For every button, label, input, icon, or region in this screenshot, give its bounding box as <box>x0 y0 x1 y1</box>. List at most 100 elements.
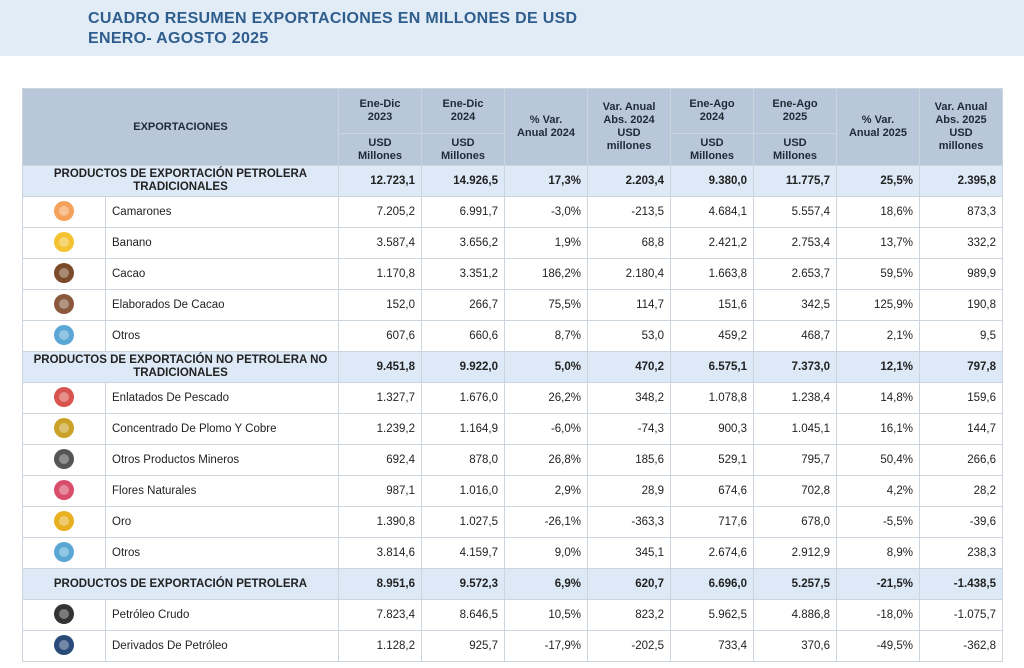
icon <box>54 510 74 531</box>
section-value: 797,8 <box>919 351 1003 383</box>
row-value: 2.653,7 <box>753 258 837 290</box>
row-value: 342,5 <box>753 289 837 321</box>
row-value: 4.159,7 <box>421 537 505 569</box>
row-value: 1.078,8 <box>670 382 754 414</box>
section-value: 620,7 <box>587 568 671 600</box>
data-row: Camarones 7.205,2 6.991,7 -3,0% -213,5 4.684,… <box>22 196 1003 228</box>
icon-cell <box>22 475 106 507</box>
data-row: Cacao 1.170,8 3.351,2 186,2% 2.180,4 1.663,8 2… <box>22 258 1003 290</box>
row-value: 2.912,9 <box>753 537 837 569</box>
row-value: 2.180,4 <box>587 258 671 290</box>
header-cell: % Var. Anual 2025 <box>836 88 920 166</box>
row-value: -362,8 <box>919 630 1003 662</box>
unit-cell: USD Millones <box>421 133 505 166</box>
data-row: Concentrado De Plomo Y Cobre 1.239,2 1.164… <box>22 413 1003 445</box>
data-row: Banano 3.587,4 3.656,2 1,9% 68,8 2.421,2 2.753… <box>22 227 1003 259</box>
row-name: Otros <box>105 320 339 352</box>
row-value: 50,4% <box>836 444 920 476</box>
row-value: 10,5% <box>504 599 588 631</box>
row-value: 4,2% <box>836 475 920 507</box>
row-value: 13,7% <box>836 227 920 259</box>
row-value: -74,3 <box>587 413 671 445</box>
icon <box>54 293 74 314</box>
section-value: 25,5% <box>836 165 920 197</box>
icon <box>54 541 74 562</box>
row-value: -3,0% <box>504 196 588 228</box>
section-value: 12,1% <box>836 351 920 383</box>
row-value: 266,7 <box>421 289 505 321</box>
row-value: -1.075,7 <box>919 599 1003 631</box>
row-value: 1.676,0 <box>421 382 505 414</box>
row-value: 26,2% <box>504 382 588 414</box>
data-row: Otros Productos Mineros 692,4 878,0 26,8% 18… <box>22 444 1003 476</box>
row-value: 989,9 <box>919 258 1003 290</box>
section-value: 5.257,5 <box>753 568 837 600</box>
row-value: 1.164,9 <box>421 413 505 445</box>
row-value: -17,9% <box>504 630 588 662</box>
row-value: 345,1 <box>587 537 671 569</box>
header-row: EXPORTACIONES Ene-Dic 2023 Ene-Dic 2024% V… <box>22 88 1003 166</box>
row-value: 468,7 <box>753 320 837 352</box>
title-band: CUADRO RESUMEN EXPORTACIONES EN MILLONES… <box>0 0 1024 56</box>
row-value: 925,7 <box>421 630 505 662</box>
title: CUADRO RESUMEN EXPORTACIONES EN MILLONES… <box>88 10 578 27</box>
section-label: PRODUCTOS DE EXPORTACIÓN PETROLERA <box>22 568 339 600</box>
row-name: Derivados De Petróleo <box>105 630 339 662</box>
row-value: 5.557,4 <box>753 196 837 228</box>
row-name: Concentrado De Plomo Y Cobre <box>105 413 339 445</box>
row-value: 186,2% <box>504 258 588 290</box>
section-value: 8.951,6 <box>338 568 422 600</box>
icon <box>54 386 74 407</box>
row-value: 2,1% <box>836 320 920 352</box>
title: ENERO- AGOSTO 2025 <box>88 30 269 47</box>
data-row: Oro 1.390,8 1.027,5 -26,1% -363,3 717,6 678,0-… <box>22 506 1003 538</box>
row-value: -18,0% <box>836 599 920 631</box>
row-value: 2.674,6 <box>670 537 754 569</box>
row-value: 3.814,6 <box>338 537 422 569</box>
row-value: 151,6 <box>670 289 754 321</box>
row-value: 16,1% <box>836 413 920 445</box>
row-value: 1.170,8 <box>338 258 422 290</box>
header-cell: % Var. Anual 2024 <box>504 88 588 166</box>
row-value: 332,2 <box>919 227 1003 259</box>
section-value: 7.373,0 <box>753 351 837 383</box>
row-name: Enlatados De Pescado <box>105 382 339 414</box>
row-value: 1.016,0 <box>421 475 505 507</box>
row-name: Otros Productos Mineros <box>105 444 339 476</box>
row-value: 8,9% <box>836 537 920 569</box>
row-value: 18,6% <box>836 196 920 228</box>
row-value: 28,2 <box>919 475 1003 507</box>
row-value: 8.646,5 <box>421 599 505 631</box>
data-row: Otros 607,6 660,6 8,7% 53,0 459,2 468,7 2,1% 9,5 <box>22 320 1003 352</box>
row-value: 3.656,2 <box>421 227 505 259</box>
row-name: Petróleo Crudo <box>105 599 339 631</box>
section-value: 5,0% <box>504 351 588 383</box>
header-cell: Var. Anual Abs. 2024 USD millones <box>587 88 671 166</box>
header-cell: Ene-Dic 2023 <box>338 88 422 134</box>
header-cell: Ene-Ago 2024 <box>670 88 754 134</box>
section-value: 12.723,1 <box>338 165 422 197</box>
row-value: 1.239,2 <box>338 413 422 445</box>
row-value: 607,6 <box>338 320 422 352</box>
row-value: 7.823,4 <box>338 599 422 631</box>
row-value: -213,5 <box>587 196 671 228</box>
row-value: 1.663,8 <box>670 258 754 290</box>
icon <box>54 479 74 500</box>
row-value: 14,8% <box>836 382 920 414</box>
row-value: 529,1 <box>670 444 754 476</box>
row-name: Flores Naturales <box>105 475 339 507</box>
row-value: 125,9% <box>836 289 920 321</box>
icon <box>54 200 74 221</box>
row-value: 5.962,5 <box>670 599 754 631</box>
header-cell: Ene-Ago 2025 <box>753 88 837 134</box>
row-value: 795,7 <box>753 444 837 476</box>
row-value: 114,7 <box>587 289 671 321</box>
row-value: 159,6 <box>919 382 1003 414</box>
row-value: 733,4 <box>670 630 754 662</box>
row-name: Otros <box>105 537 339 569</box>
data-row: Elaborados De Cacao 152,0 266,7 75,5% 114,7 1… <box>22 289 1003 321</box>
row-value: 4.886,8 <box>753 599 837 631</box>
header-cell: Ene-Dic 2024 <box>421 88 505 134</box>
row-value: 266,6 <box>919 444 1003 476</box>
